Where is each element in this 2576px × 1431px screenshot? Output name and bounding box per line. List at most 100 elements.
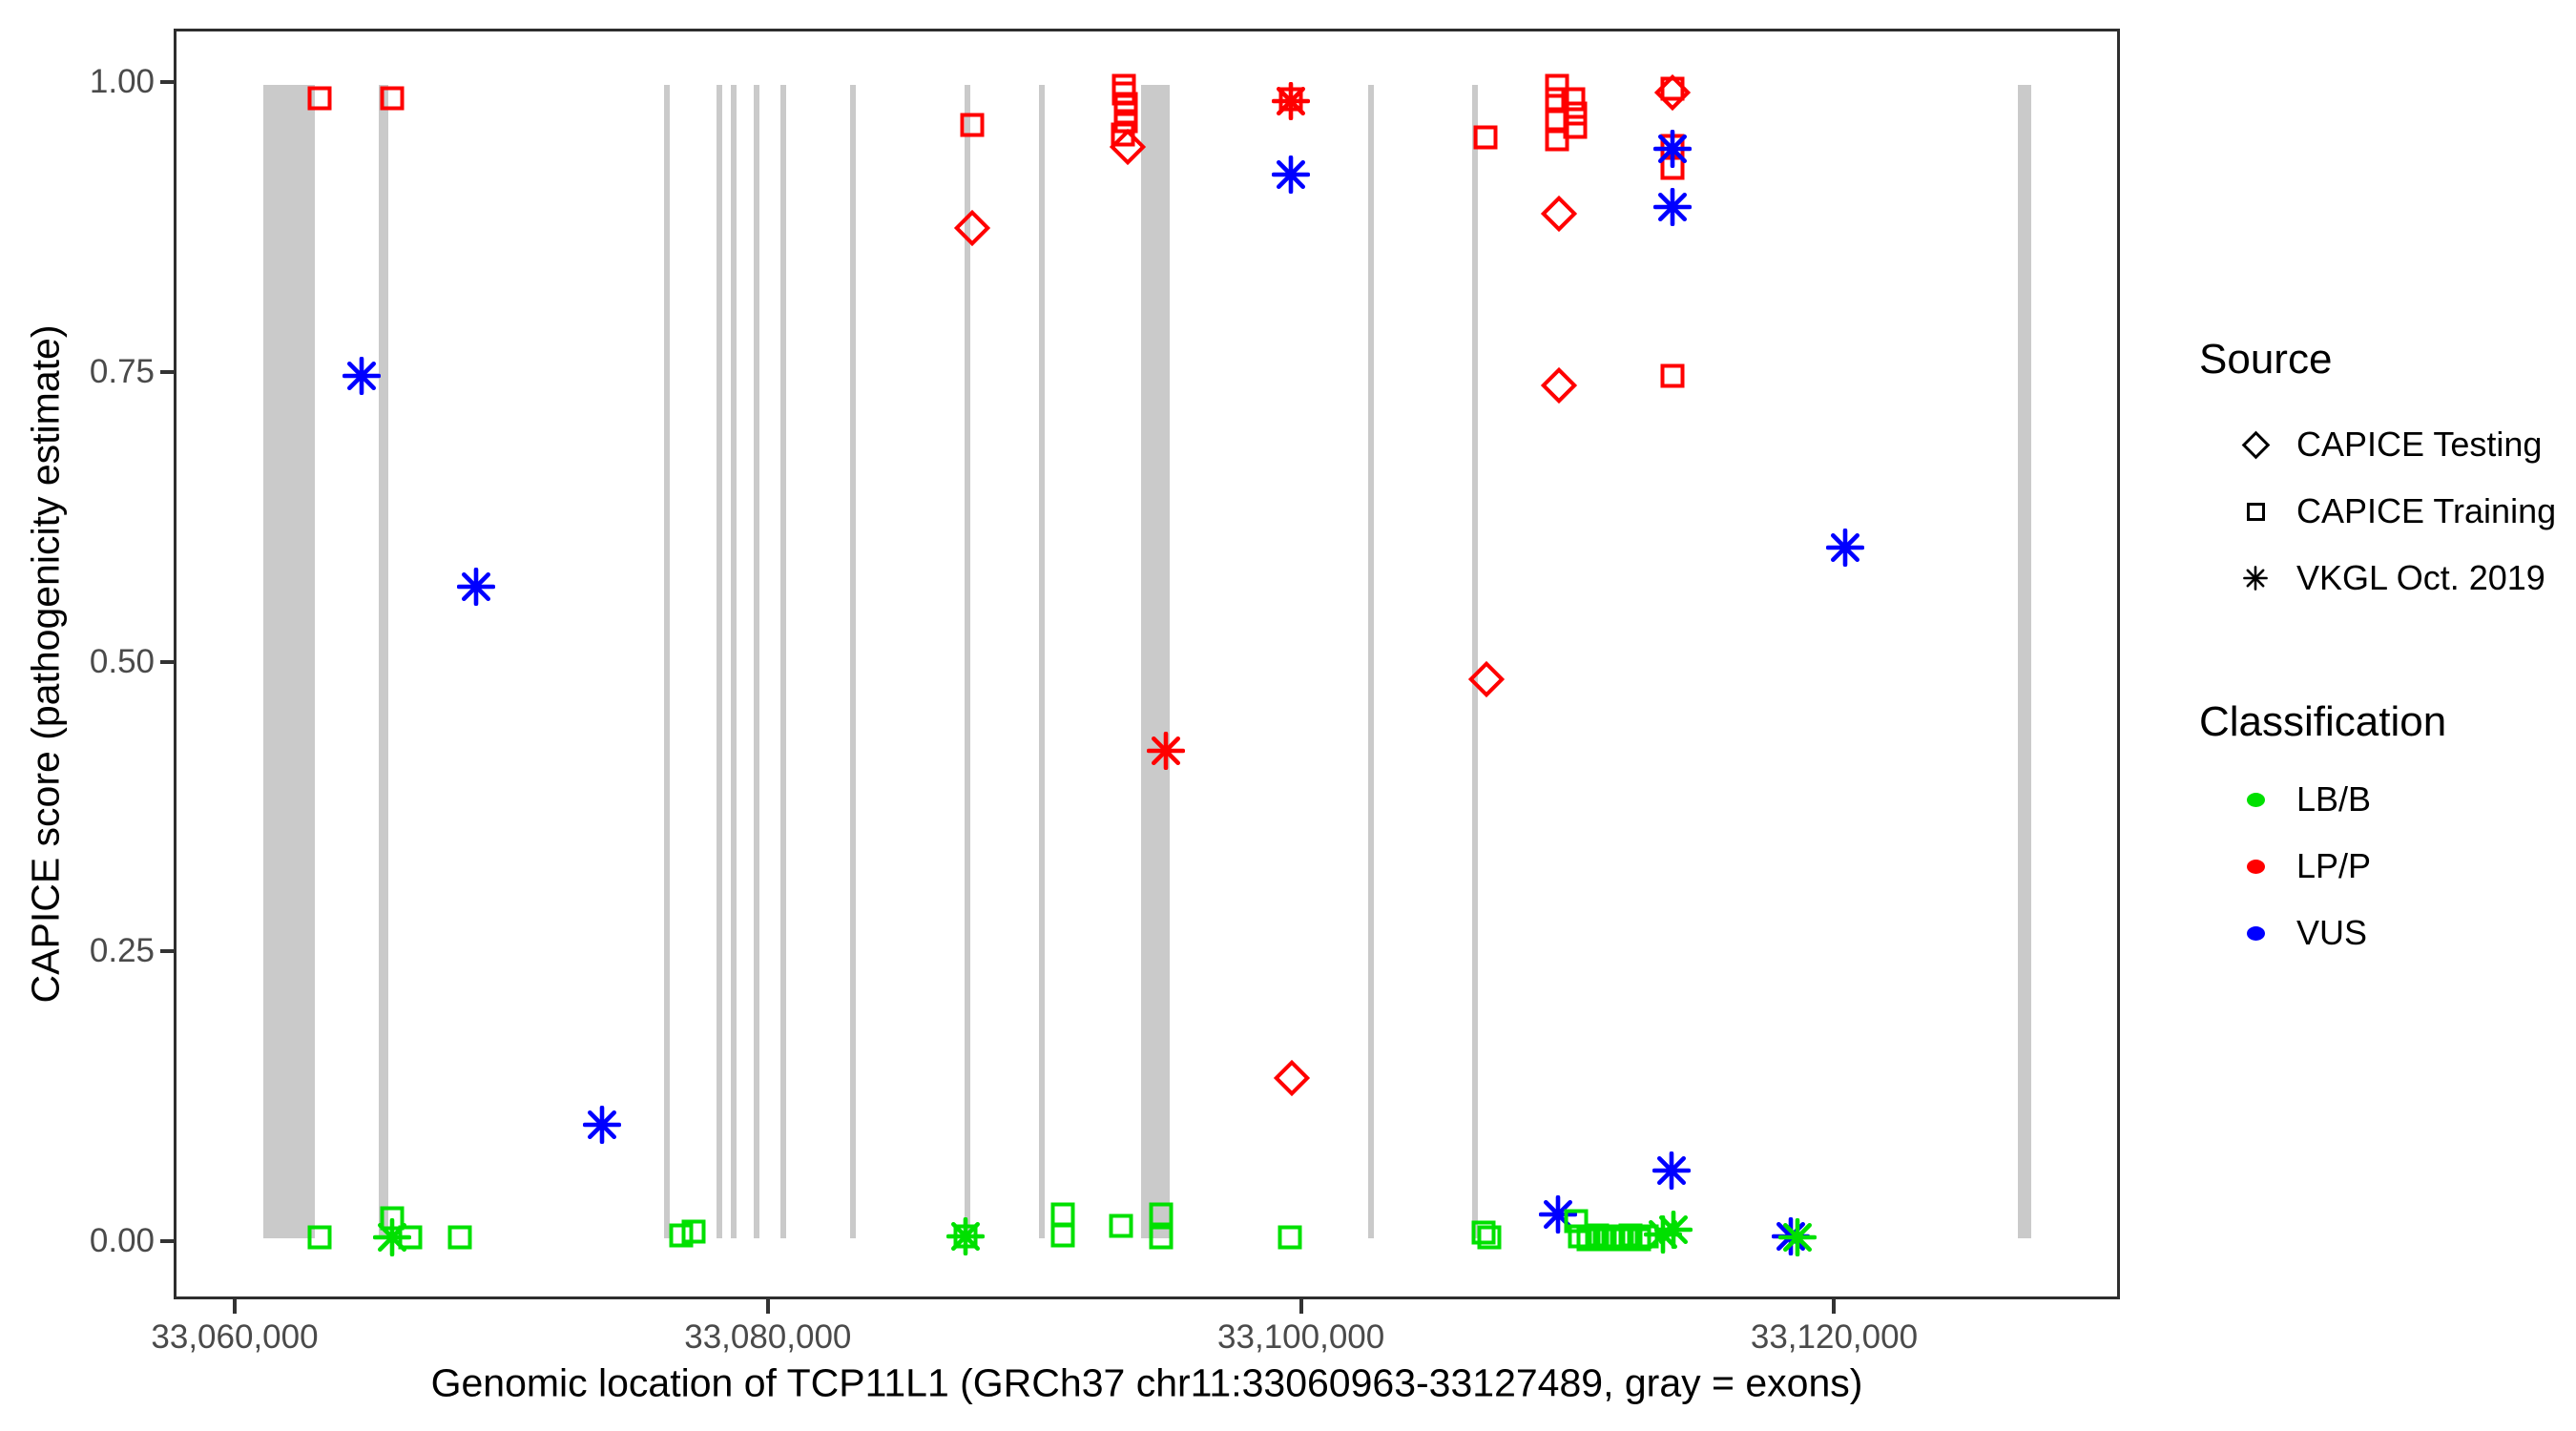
x-tick-label: 33,080,000: [684, 1318, 852, 1356]
data-point-square: [1545, 127, 1569, 152]
x-axis-title: Genomic location of TCP11L1 (GRCh37 chr1…: [430, 1360, 1863, 1405]
legend-item-label: CAPICE Testing: [2296, 425, 2543, 464]
asterisk-key-icon: [2228, 566, 2283, 591]
legend-item-label: LB/B: [2296, 779, 2372, 819]
data-point-square: [1563, 101, 1588, 126]
y-tick-label: 0.50: [89, 642, 155, 680]
data-point-asterisk: [343, 356, 382, 395]
data-point-square: [669, 1223, 694, 1248]
exon-bar: [780, 84, 787, 1239]
x-tick-label: 33,060,000: [151, 1318, 319, 1356]
data-point-square: [1660, 363, 1685, 388]
y-axis-tick-labels: 0.00 0.25 0.50 0.75 1.00: [0, 29, 155, 1299]
data-point-square: [1477, 1225, 1502, 1250]
data-point-asterisk: [456, 567, 495, 606]
data-point-asterisk: [1271, 81, 1310, 120]
legend: Source CAPICE Testing CAPICE Training: [2199, 336, 2576, 1004]
legend-item-label: CAPICE Training: [2296, 491, 2557, 530]
exon-bar: [1039, 84, 1046, 1239]
exon-bar: [1141, 84, 1171, 1239]
data-point-square: [1473, 125, 1498, 150]
legend-source-title: Source: [2199, 336, 2333, 383]
legend-classification-title: Classification: [2199, 698, 2447, 745]
legend-item-vus: VUS: [2228, 906, 2367, 960]
data-point-square: [1561, 87, 1586, 112]
y-tick-mark: [160, 1239, 174, 1244]
data-point-square: [1545, 73, 1569, 98]
data-point-square: [447, 1225, 472, 1250]
data-point-square: [1660, 76, 1685, 101]
y-tick-mark: [160, 79, 174, 84]
exon-bar: [379, 84, 389, 1239]
legend-item-capice-testing: CAPICE Testing: [2228, 418, 2542, 471]
data-point-diamond: [1540, 196, 1577, 233]
data-point-square: [681, 1219, 706, 1244]
data-point-square: [1471, 1220, 1496, 1245]
y-axis-tick-marks: [160, 29, 174, 1299]
data-point-asterisk: [1826, 528, 1864, 567]
data-point-square: [1111, 122, 1135, 147]
y-tick-label: 1.00: [89, 62, 155, 100]
exon-bar: [1472, 84, 1478, 1239]
data-point-square: [307, 1225, 332, 1250]
y-tick-label: 0.25: [89, 932, 155, 970]
data-point-square: [1278, 1225, 1302, 1250]
plot-panel: [174, 29, 2120, 1299]
data-point-square: [953, 1224, 978, 1249]
data-point-asterisk: [1271, 156, 1310, 195]
data-point-square: [1109, 1213, 1133, 1238]
legend-item-label: VUS: [2296, 913, 2368, 952]
data-point-asterisk: [1653, 130, 1693, 169]
exon-bar: [964, 84, 970, 1239]
data-point-asterisk: [582, 1105, 621, 1144]
y-tick-mark: [160, 949, 174, 954]
data-point-square: [1627, 1227, 1652, 1251]
data-point-square: [307, 86, 332, 111]
data-point-asterisk: [1654, 1210, 1693, 1249]
data-point-diamond: [953, 209, 990, 246]
diamond-key-icon: [2228, 430, 2283, 459]
x-tick-label: 33,100,000: [1217, 1318, 1385, 1356]
y-tick-mark: [160, 369, 174, 374]
legend-item-lpp: LP/P: [2228, 840, 2371, 893]
data-point-square: [960, 113, 985, 137]
data-point-square: [1634, 1224, 1659, 1249]
legend-item-label: VKGL Oct. 2019: [2296, 558, 2545, 597]
exon-bar: [2018, 84, 2031, 1239]
x-tick-mark: [765, 1299, 770, 1314]
data-point-square: [380, 86, 405, 111]
legend-item-capice-training: CAPICE Training: [2228, 485, 2556, 538]
data-point-diamond: [1273, 1060, 1310, 1097]
data-point-asterisk: [1778, 1218, 1818, 1257]
x-axis-tick-labels: 33,060,000 33,080,000 33,100,000 33,120,000: [151, 1318, 2120, 1357]
legend-item-vkgl: VKGL Oct. 2019: [2228, 551, 2545, 605]
y-tick-label: 0.75: [89, 352, 155, 390]
data-point-square: [1545, 109, 1569, 134]
legend-item-lbb: LB/B: [2228, 773, 2371, 826]
y-tick-label: 0.00: [89, 1222, 155, 1260]
square-key-icon: [2228, 502, 2283, 521]
x-tick-mark: [232, 1299, 237, 1314]
exon-bar: [754, 84, 760, 1239]
exon-bar: [731, 84, 737, 1239]
x-tick-mark: [1298, 1299, 1303, 1314]
y-tick-mark: [160, 659, 174, 664]
lbb-dot-icon: [2228, 792, 2283, 807]
x-tick-mark: [1832, 1299, 1837, 1314]
data-point-square: [1149, 1202, 1174, 1227]
data-point-square: [1113, 109, 1138, 134]
exon-bar: [664, 84, 671, 1239]
data-point-asterisk: [1146, 731, 1185, 770]
y-axis-title: CAPICE score (pathogenicity estimate): [23, 324, 68, 1004]
x-axis-tick-marks: [174, 1299, 2120, 1314]
data-point-diamond: [1540, 367, 1577, 404]
x-tick-label: 33,120,000: [1750, 1318, 1919, 1356]
exon-bar: [717, 84, 723, 1239]
data-point-asterisk: [1653, 187, 1693, 226]
data-point-square: [1149, 1225, 1174, 1250]
exon-bar: [262, 84, 315, 1239]
data-point-square: [1564, 1209, 1589, 1234]
data-point-asterisk: [1652, 1151, 1691, 1191]
data-point-square: [398, 1225, 423, 1250]
